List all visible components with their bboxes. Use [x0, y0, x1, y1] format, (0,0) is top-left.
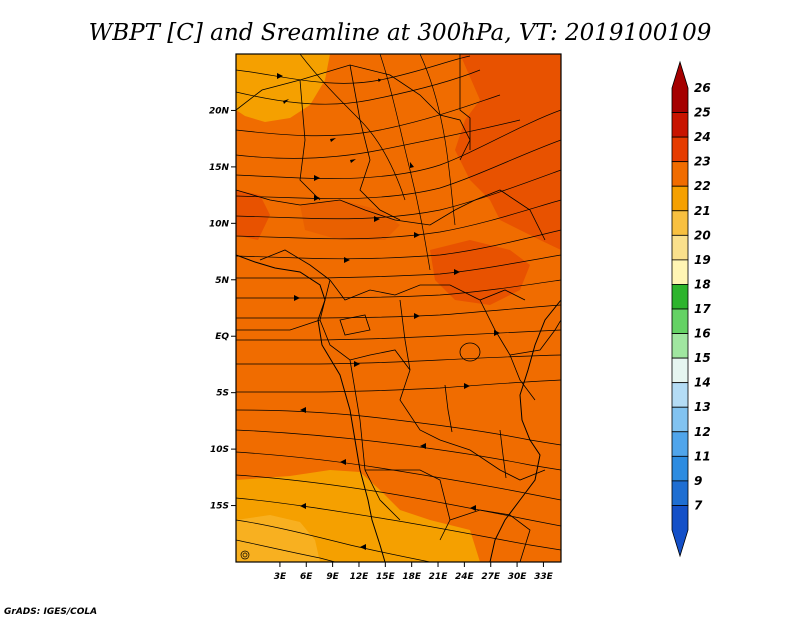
colorbar-label: 20 — [694, 228, 711, 242]
colorbar-label: 9 — [694, 474, 702, 488]
colorbar-swatch — [671, 480, 689, 506]
lon-tick-label: 3E — [274, 572, 287, 582]
lat-tick-label: 5S — [216, 389, 229, 399]
colorbar-label: 17 — [694, 302, 711, 316]
wbpt-cool-region-north — [236, 54, 330, 122]
lake-malawi — [499, 429, 507, 479]
colorbar-label: 16 — [694, 327, 711, 341]
lon-tick-label: 6E — [300, 572, 313, 582]
colorbar-swatch — [671, 357, 689, 384]
wbpt-cool-region-south-inner — [236, 515, 320, 562]
colorbar-swatch — [671, 382, 689, 408]
colorbar-label: 12 — [694, 425, 711, 439]
lat-tick-label: 5N — [215, 276, 229, 286]
lon-tick-label: 12E — [350, 572, 370, 582]
colorbar-label: 25 — [694, 106, 711, 120]
colorbar-label: 13 — [694, 400, 711, 414]
lon-tick-label: 30E — [508, 572, 528, 582]
lon-tick-label: 9E — [326, 572, 339, 582]
colorbar-swatch — [671, 60, 689, 113]
colorbar-swatch — [671, 185, 689, 212]
lon-tick-label: 24E — [455, 572, 475, 582]
coastline — [236, 254, 386, 562]
wbpt-warm-region-sahel — [300, 200, 400, 240]
colorbar-label: 23 — [694, 155, 711, 169]
map-panel — [236, 54, 561, 562]
lon-tick-label: 21E — [429, 572, 449, 582]
wbpt-warm-region-west — [236, 190, 270, 240]
colorbar-label: 19 — [694, 253, 711, 267]
colorbar-swatch — [671, 333, 689, 359]
lon-tick-label: 27E — [481, 572, 501, 582]
wbpt-warm-region-central — [430, 240, 530, 305]
map-frame — [235, 53, 562, 563]
colorbar-label: 11 — [694, 449, 711, 463]
colorbar-swatch — [671, 234, 689, 261]
grads-credit: GrADS: IGES/COLA — [4, 607, 97, 617]
colorbar-label: 26 — [694, 81, 711, 95]
lat-tick-label: 20N — [209, 106, 230, 116]
colorbar-label: 24 — [694, 130, 711, 144]
colorbar-swatch — [671, 284, 689, 310]
lat-tick-label: 15S — [210, 502, 229, 512]
colorbar-swatch — [671, 136, 689, 163]
lon-tick-label: 18E — [402, 572, 422, 582]
colorbar-swatch — [671, 308, 689, 334]
colorbar-swatch — [671, 161, 689, 187]
colorbar-swatch — [671, 455, 689, 482]
lon-tick-label: 15E — [376, 572, 396, 582]
colorbar-label: 15 — [694, 351, 711, 365]
colorbar-swatch — [671, 406, 689, 433]
lake-tanganyika — [444, 384, 453, 433]
colorbar-swatch — [671, 112, 689, 138]
lat-tick-label: EQ — [215, 332, 229, 342]
streamline-arrows — [277, 73, 500, 550]
colorbar-swatch — [671, 431, 689, 457]
latitude-ticks: 20N 15N 10N 5N EQ 5S 10S 15S — [209, 106, 236, 512]
colorbar-label: 22 — [694, 179, 711, 193]
lat-tick-label: 15N — [209, 163, 230, 173]
colorbar-label: 7 — [694, 498, 703, 512]
lat-tick-label: 10S — [210, 445, 229, 455]
colorbar-swatch — [671, 505, 689, 558]
colorbar-swatch — [671, 259, 689, 285]
wbpt-warm-region-northeast — [455, 54, 561, 250]
country-borders — [236, 54, 561, 562]
colorbar-label: 21 — [694, 204, 711, 218]
lat-tick-label: 10N — [209, 219, 230, 229]
streamlines — [236, 54, 561, 562]
lon-tick-label: 33E — [534, 572, 554, 582]
lake-victoria — [459, 342, 481, 362]
colorbar-swatch — [671, 210, 689, 236]
map-title: WBPT [C] and Sreamline at 300hPa, VT: 20… — [89, 20, 712, 46]
colorbar-label: 14 — [694, 376, 711, 390]
colorbar: 26 25 24 23 22 21 20 19 18 17 16 15 14 13 12 11 9 7 — [671, 60, 711, 558]
longitude-ticks: 3E 6E 9E 12E 15E 18E 21E 24E 27E 30E 33E — [274, 562, 554, 582]
colorbar-label: 18 — [694, 277, 711, 291]
